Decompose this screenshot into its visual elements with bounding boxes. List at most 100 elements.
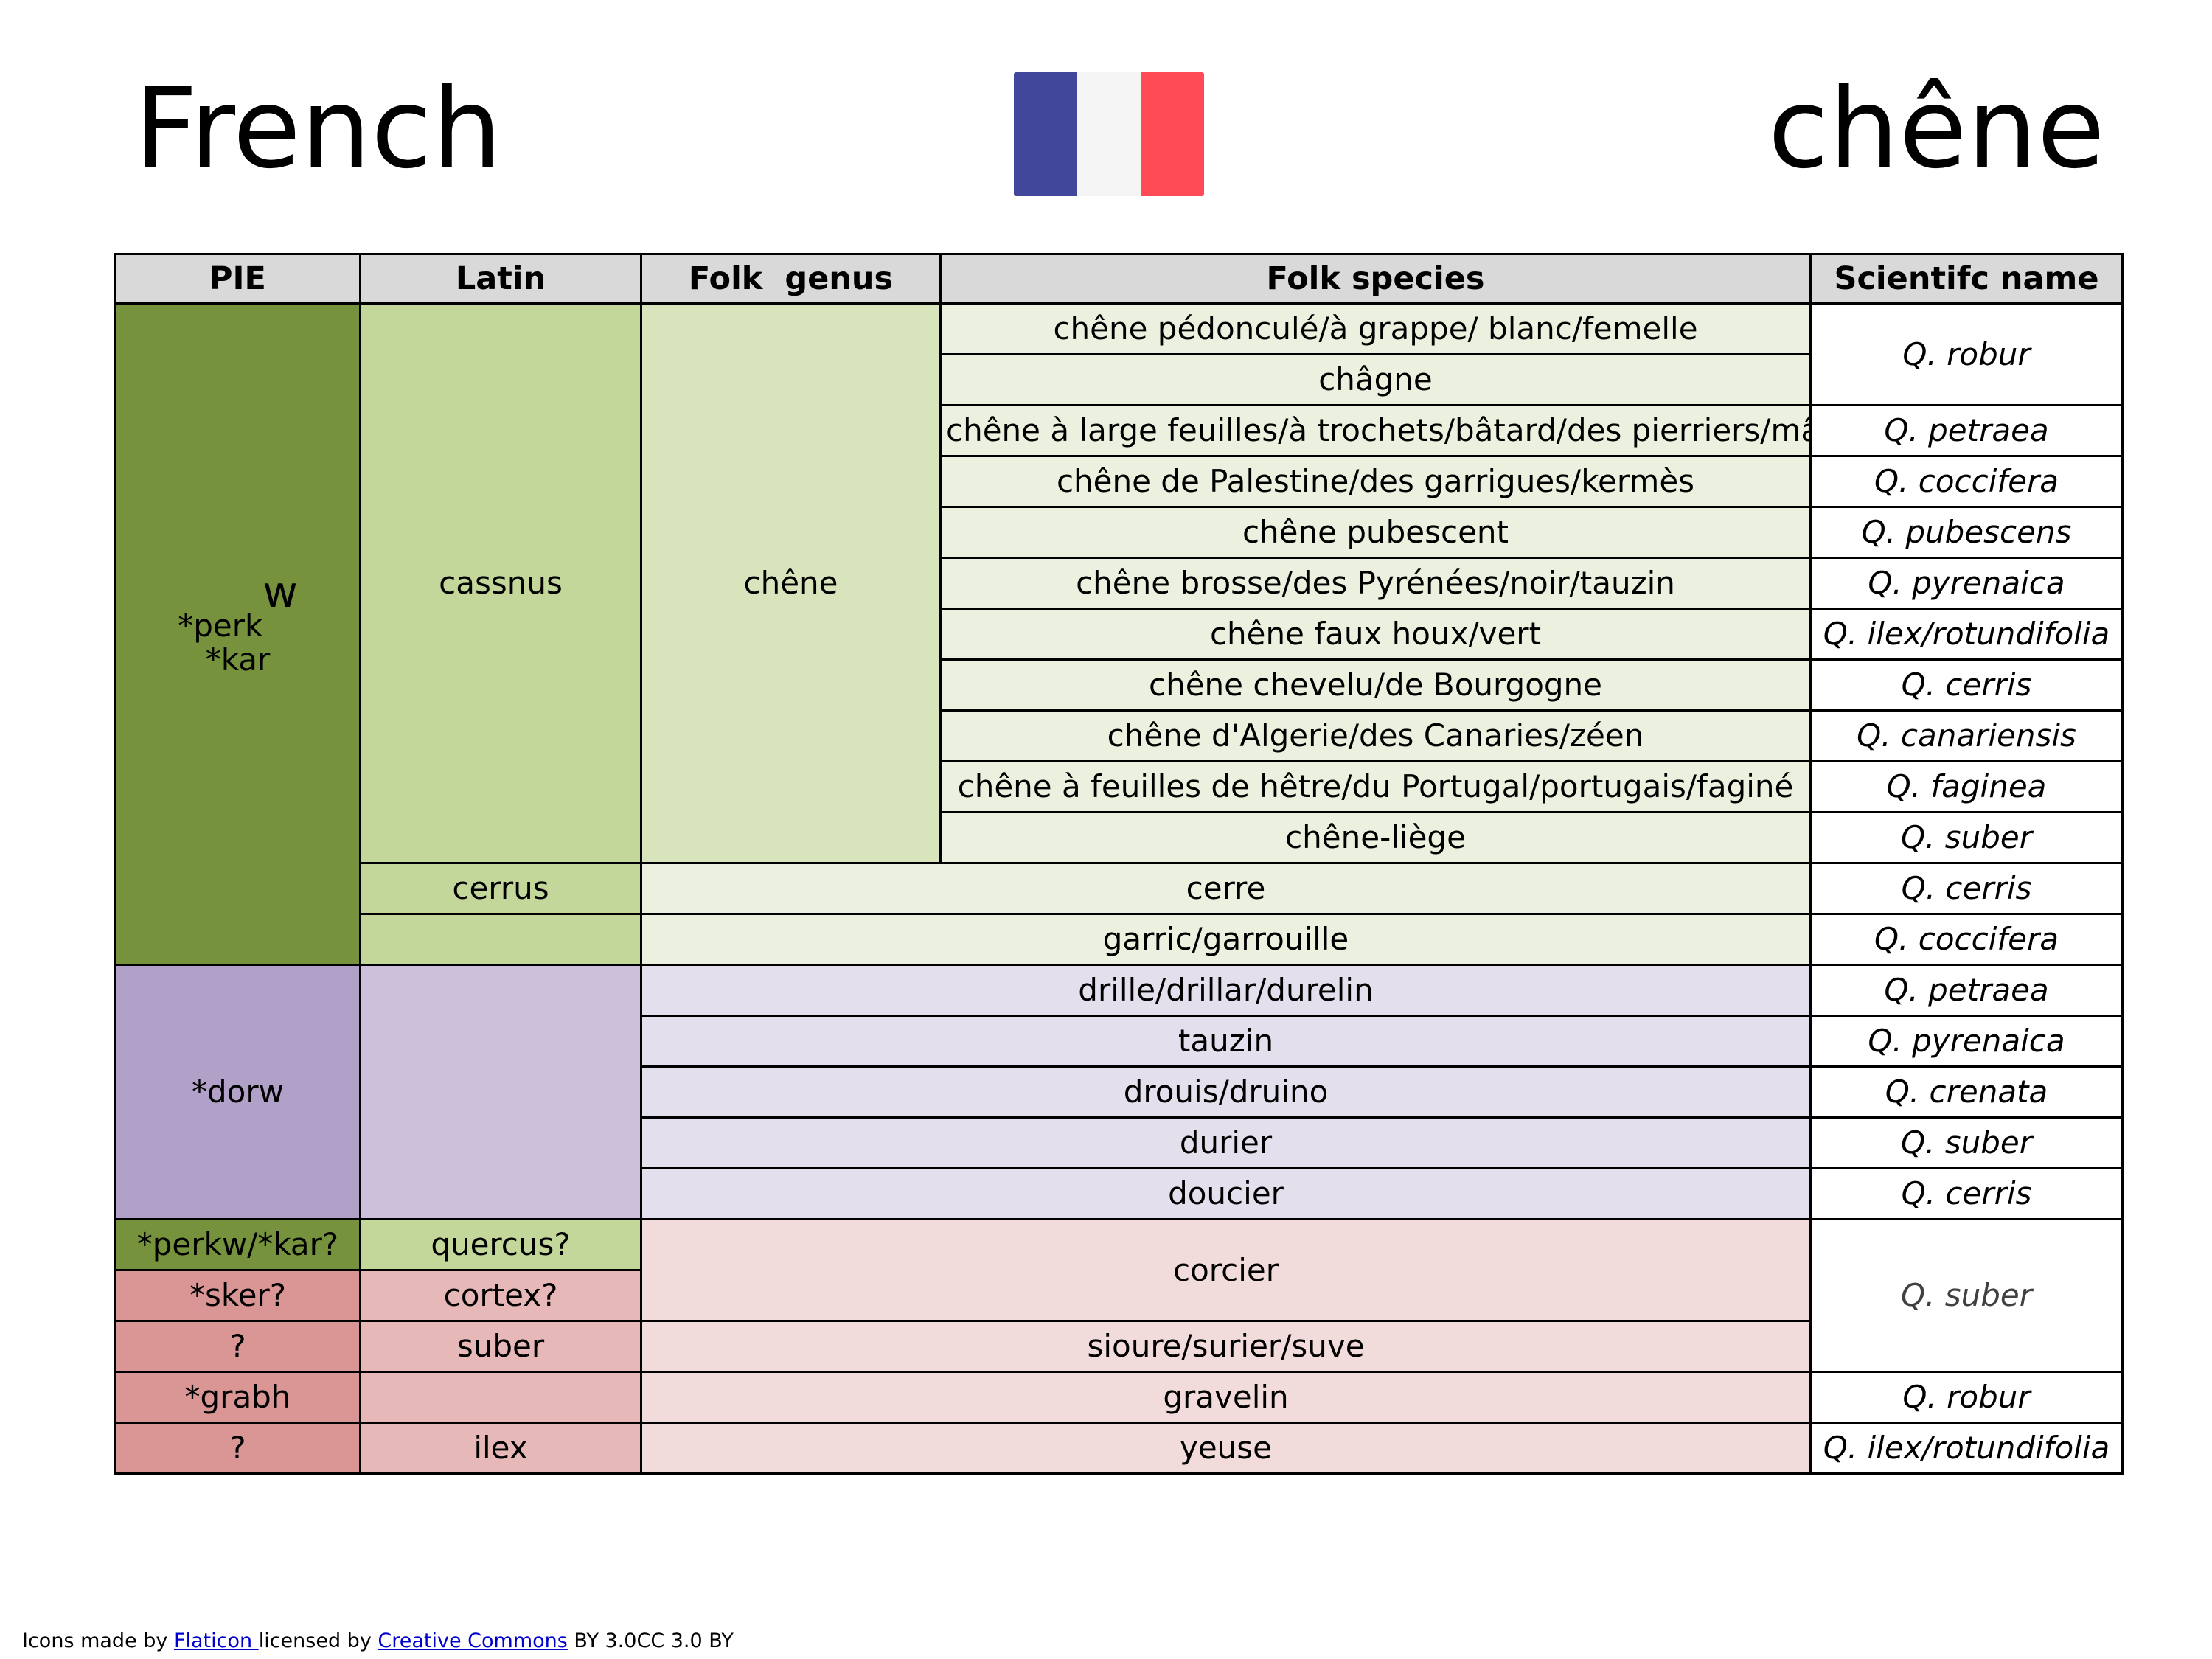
scientific-name-cell: Q. cerris bbox=[1809, 658, 2124, 712]
table-row: doucier Q. cerris bbox=[116, 1167, 2124, 1220]
latin-cell-empty bbox=[359, 964, 642, 1220]
pie-cell-unknown: ? bbox=[114, 1422, 361, 1475]
latin-cell-empty bbox=[359, 1371, 642, 1424]
flag-stripe-white bbox=[1077, 72, 1141, 196]
scientific-name-cell: Q. suber bbox=[1809, 1218, 2124, 1373]
scientific-name-cell: Q. robur bbox=[1809, 302, 2124, 406]
scientific-name-cell: Q. faginea bbox=[1809, 760, 2124, 813]
species-cell: chêne à feuilles de hêtre/du Portugal/po… bbox=[939, 760, 1812, 813]
folk-name-cell: drille/drillar/durelin bbox=[640, 964, 1812, 1017]
scientific-name-cell: Q. cerris bbox=[1809, 1167, 2124, 1220]
scientific-name-cell: Q. canariensis bbox=[1809, 709, 2124, 762]
pie-perkw-text: *perk bbox=[178, 608, 263, 644]
table-row: chêne faux houx/vert Q. ilex/rotundifoli… bbox=[116, 608, 2124, 661]
scientific-name-cell: Q. petraea bbox=[1809, 964, 2124, 1017]
table-row: chêne à feuilles de hêtre/du Portugal/po… bbox=[116, 760, 2124, 813]
folk-name-cell: durier bbox=[640, 1116, 1812, 1169]
folk-name-cell: yeuse bbox=[640, 1422, 1812, 1475]
pie-cell-sker: *sker? bbox=[114, 1269, 361, 1322]
latin-cell-quercus: quercus? bbox=[359, 1218, 642, 1271]
attribution-middle: licensed by bbox=[258, 1630, 378, 1652]
species-cell: chêne à large feuilles/à trochets/bâtard… bbox=[939, 404, 1812, 457]
folk-name-cell: drouis/druino bbox=[640, 1065, 1812, 1119]
table-row: chêne-liège Q. suber bbox=[116, 811, 2124, 864]
table-row: cerrus cerre Q. cerris bbox=[116, 862, 2124, 915]
pie-cell-perkw-kar: *perkw *kar bbox=[114, 302, 361, 966]
table-row: ? suber sioure/surier/suve bbox=[114, 1320, 2123, 1373]
table-row: châgne bbox=[116, 353, 2123, 406]
scientific-name-cell: Q. coccifera bbox=[1809, 455, 2124, 508]
language-title: French bbox=[134, 65, 502, 193]
latin-cell-cassnus: cassnus bbox=[359, 302, 642, 864]
column-header-scientific-name: Scientifc name bbox=[1809, 253, 2124, 305]
flaticon-link[interactable]: Flaticon bbox=[173, 1630, 259, 1652]
france-flag-icon bbox=[1014, 72, 1204, 196]
column-header-folk-genus: Folk genus bbox=[640, 253, 942, 305]
latin-cell-suber: suber bbox=[359, 1320, 642, 1373]
folk-name-cell: corcier bbox=[640, 1218, 1812, 1322]
species-cell: chêne pédonculé/à grappe/ blanc/femelle bbox=[939, 302, 1812, 355]
table-row: tauzin Q. pyrenaica bbox=[116, 1015, 2124, 1068]
scientific-name-cell: Q. ilex/rotundifolia bbox=[1809, 608, 2124, 661]
scientific-name-cell: Q. suber bbox=[1809, 1116, 2124, 1169]
table-row: garric/garrouille Q. coccifera bbox=[116, 913, 2124, 966]
folk-name-cell: cerre bbox=[640, 862, 1812, 915]
table-row: *perkw/*kar? quercus? corcier Q. suber bbox=[114, 1218, 2124, 1373]
column-header-latin: Latin bbox=[359, 253, 642, 305]
table-row: chêne pubescent Q. pubescens bbox=[116, 506, 2124, 559]
creative-commons-link[interactable]: Creative Commons bbox=[378, 1630, 568, 1652]
latin-cell-ilex: ilex bbox=[359, 1422, 642, 1475]
latin-cell-empty bbox=[359, 913, 642, 966]
column-header-folk-species: Folk species bbox=[939, 253, 1812, 305]
folk-name-cell: doucier bbox=[640, 1167, 1812, 1220]
folk-name-cell: tauzin bbox=[640, 1015, 1812, 1068]
pie-kar-text: *kar bbox=[205, 641, 271, 678]
attribution-footer: Icons made by Flaticon licensed by Creat… bbox=[22, 1630, 734, 1652]
pie-cell-perkw-kar-question: *perkw/*kar? bbox=[114, 1218, 361, 1271]
pie-cell-dorw: *dorw bbox=[114, 964, 361, 1220]
etymology-table: PIE Latin Folk genus Folk species Scient… bbox=[114, 253, 2124, 1475]
scientific-name-cell: Q. cerris bbox=[1809, 862, 2124, 915]
table-row: *grabh gravelin Q. robur bbox=[114, 1371, 2124, 1424]
scientific-name-cell: Q. ilex/rotundifolia bbox=[1809, 1422, 2124, 1475]
latin-cell-cortex: cortex? bbox=[359, 1269, 642, 1322]
folk-name-cell: garric/garrouille bbox=[640, 913, 1812, 966]
table-row: drouis/druino Q. crenata bbox=[116, 1065, 2124, 1119]
species-cell: chêne chevelu/de Bourgogne bbox=[939, 658, 1812, 712]
table-row: chêne brosse/des Pyrénées/noir/tauzin Q.… bbox=[116, 557, 2124, 610]
flag-stripe-blue bbox=[1014, 72, 1077, 196]
scientific-name-cell: Q. coccifera bbox=[1809, 913, 2124, 966]
scientific-name-cell: Q. suber bbox=[1809, 811, 2124, 864]
table-row: *dorw drille/drillar/durelin Q. petraea bbox=[114, 964, 2124, 1220]
attribution-prefix: Icons made by bbox=[22, 1630, 174, 1652]
pie-perkw-superscript: w bbox=[262, 567, 298, 618]
table-row: durier Q. suber bbox=[116, 1116, 2124, 1169]
species-cell: chêne brosse/des Pyrénées/noir/tauzin bbox=[939, 557, 1812, 610]
scientific-name-cell: Q. pubescens bbox=[1809, 506, 2124, 559]
scientific-name-cell: Q. petraea bbox=[1809, 404, 2124, 457]
table-header-row: PIE Latin Folk genus Folk species Scient… bbox=[114, 253, 2124, 305]
table-row: ? ilex yeuse Q. ilex/rotundifolia bbox=[114, 1422, 2124, 1475]
table-row: *perkw *kar cassnus chêne chêne pédoncul… bbox=[114, 302, 2124, 966]
genus-cell-chene: chêne bbox=[640, 302, 942, 864]
pie-cell-grabh: *grabh bbox=[114, 1371, 361, 1424]
folk-name-cell: gravelin bbox=[640, 1371, 1812, 1424]
table-row: chêne chevelu/de Bourgogne Q. cerris bbox=[116, 658, 2124, 712]
table-row: chêne d'Algerie/des Canaries/zéen Q. can… bbox=[116, 709, 2124, 762]
species-cell: châgne bbox=[939, 353, 1812, 406]
species-cell: chêne de Palestine/des garrigues/kermès bbox=[939, 455, 1812, 508]
species-cell: chêne pubescent bbox=[939, 506, 1812, 559]
species-cell: chêne d'Algerie/des Canaries/zéen bbox=[939, 709, 1812, 762]
scientific-name-cell: Q. crenata bbox=[1809, 1065, 2124, 1119]
scientific-name-cell: Q. pyrenaica bbox=[1809, 1015, 2124, 1068]
table-row: *sker? cortex? bbox=[114, 1269, 2123, 1322]
flag-stripe-red bbox=[1141, 72, 1204, 196]
species-cell: chêne-liège bbox=[939, 811, 1812, 864]
word-title: chêne bbox=[1767, 65, 2105, 193]
scientific-name-cell: Q. pyrenaica bbox=[1809, 557, 2124, 610]
latin-cell-cerrus: cerrus bbox=[359, 862, 642, 915]
attribution-suffix: BY 3.0CC 3.0 BY bbox=[567, 1630, 734, 1652]
column-header-pie: PIE bbox=[114, 253, 361, 305]
pie-cell-unknown: ? bbox=[114, 1320, 361, 1373]
table-row: chêne de Palestine/des garrigues/kermès … bbox=[116, 455, 2124, 508]
